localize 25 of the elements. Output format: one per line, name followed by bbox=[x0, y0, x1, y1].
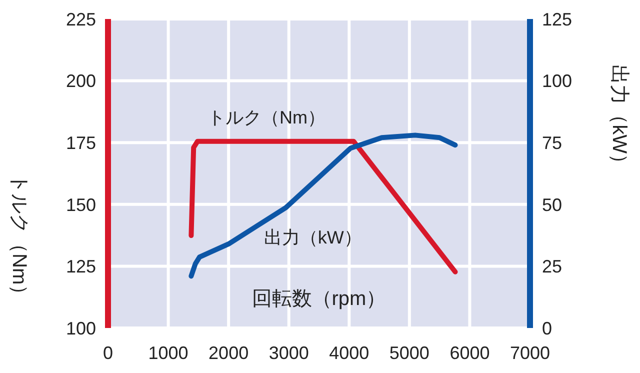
x-tick-label: 1000 bbox=[148, 342, 188, 363]
y2-tick-label: 50 bbox=[542, 194, 562, 215]
y2-tick-label: 125 bbox=[542, 9, 572, 30]
x-axis-title: 回転数（rpm） bbox=[252, 288, 386, 310]
y-tick-label: 125 bbox=[66, 256, 96, 277]
series-label: トルク（Nm） bbox=[208, 107, 326, 128]
y-tick-label: 150 bbox=[66, 194, 96, 215]
y-axis-title: トルク（Nm） bbox=[8, 174, 30, 305]
y-tick-label: 200 bbox=[66, 71, 96, 92]
y-tick-label: 100 bbox=[66, 318, 96, 338]
y2-axis-title: 出力（kW） bbox=[608, 64, 630, 174]
x-tick-label: 4000 bbox=[329, 342, 370, 363]
x-tick-label: 0 bbox=[102, 342, 114, 363]
y-tick-label: 225 bbox=[66, 9, 96, 30]
y-tick-label: 175 bbox=[66, 132, 96, 153]
y2-tick-label: 75 bbox=[542, 132, 562, 153]
x-tick-label: 6000 bbox=[450, 342, 490, 363]
x-tick-label: 5000 bbox=[389, 342, 430, 363]
x-tick-label: 3000 bbox=[268, 342, 309, 363]
y2-tick-label: 0 bbox=[542, 318, 552, 338]
x-tick-label: 2000 bbox=[208, 342, 249, 363]
y2-tick-label: 25 bbox=[542, 256, 562, 277]
y2-tick-label: 100 bbox=[542, 71, 572, 92]
series-label: 出力（kW） bbox=[264, 228, 362, 248]
x-tick-label: 7000 bbox=[510, 342, 550, 363]
